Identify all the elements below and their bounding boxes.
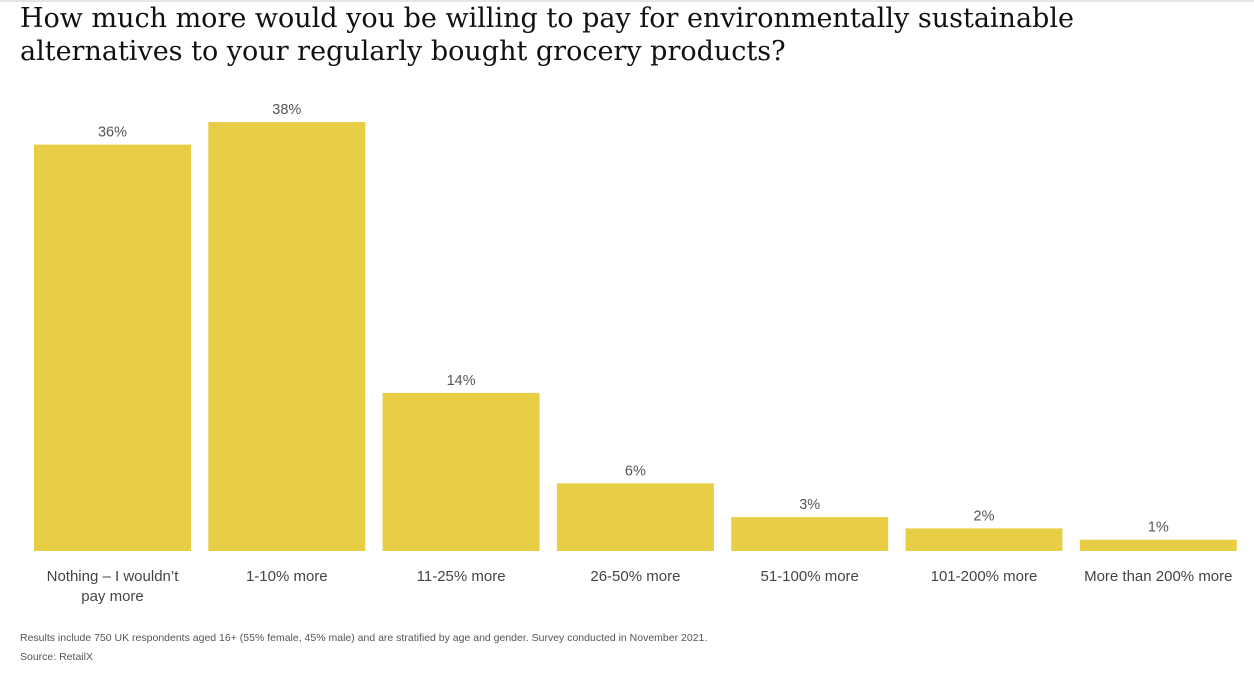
bar-nothing-i-wouldn-t-pay-more (34, 144, 191, 551)
survey-footnote: Results include 750 UK respondents aged … (20, 632, 708, 644)
category-label-26-50-more: 26-50% more (590, 568, 680, 585)
bar-more-than-200-more (1079, 539, 1237, 551)
bar-11-25-more (382, 392, 540, 551)
bar-1-10-more (208, 122, 366, 551)
chart-title: How much more would you be willing to pa… (20, 3, 1074, 67)
bar-51-100-more (731, 517, 889, 551)
category-label-101-200-more: 101-200% more (931, 568, 1038, 585)
category-label-more-than-200-more: More than 200% more (1084, 568, 1232, 585)
value-label-11-25-more: 14% (447, 373, 476, 389)
category-labels-group: Nothing – I wouldn’t pay more 1-10% more 11… (47, 568, 1233, 605)
category-label-nothing-i-wouldn-t-pay-more: Nothing – I wouldn’t pay more (47, 568, 180, 605)
value-label-51-100-more: 3% (799, 497, 820, 513)
value-label-nothing-i-wouldn-t-pay-more: 36% (98, 125, 127, 141)
top-rule (0, 0, 1254, 2)
bars-group (34, 122, 1237, 551)
value-label-more-than-200-more: 1% (1148, 520, 1169, 536)
value-label-101-200-more: 2% (974, 508, 995, 524)
value-labels-group: 36% 38% 14% 6% 3% 2% 1% (98, 102, 1169, 536)
value-label-1-10-more: 38% (272, 102, 301, 118)
value-label-26-50-more: 6% (625, 463, 646, 479)
source-note: Source: RetailX (20, 651, 93, 663)
bar-26-50-more (556, 483, 714, 551)
category-label-1-10-more: 1-10% more (246, 568, 328, 585)
category-label-11-25-more: 11-25% more (417, 568, 506, 585)
bar-101-200-more (905, 528, 1063, 551)
category-label-51-100-more: 51-100% more (761, 568, 859, 585)
